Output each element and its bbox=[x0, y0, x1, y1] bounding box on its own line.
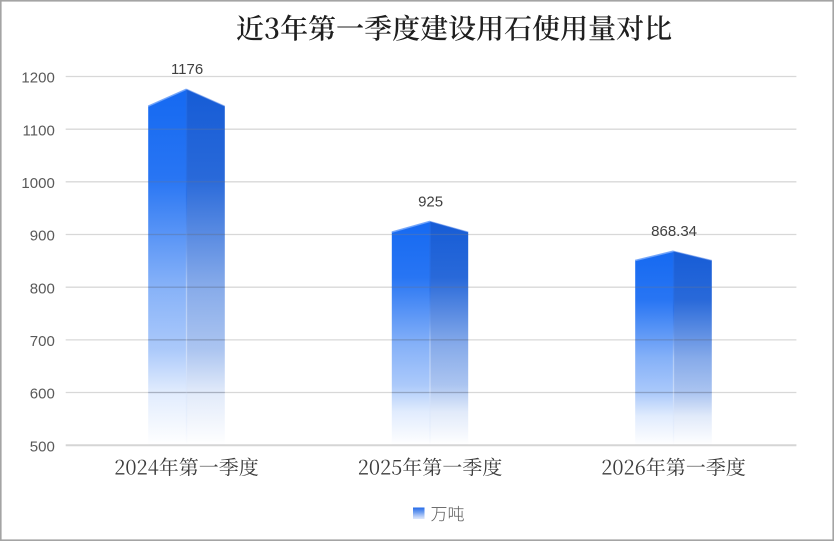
svg-text:868.34: 868.34 bbox=[651, 223, 697, 240]
svg-text:600: 600 bbox=[30, 386, 55, 403]
svg-text:1000: 1000 bbox=[21, 175, 54, 192]
svg-text:1100: 1100 bbox=[23, 122, 55, 139]
svg-text:500: 500 bbox=[30, 438, 55, 455]
svg-text:900: 900 bbox=[30, 228, 55, 245]
svg-text:925: 925 bbox=[418, 193, 443, 210]
svg-text:1176: 1176 bbox=[171, 61, 203, 78]
svg-text:800: 800 bbox=[30, 280, 55, 297]
svg-text:700: 700 bbox=[30, 333, 55, 350]
svg-text:1200: 1200 bbox=[21, 70, 54, 87]
